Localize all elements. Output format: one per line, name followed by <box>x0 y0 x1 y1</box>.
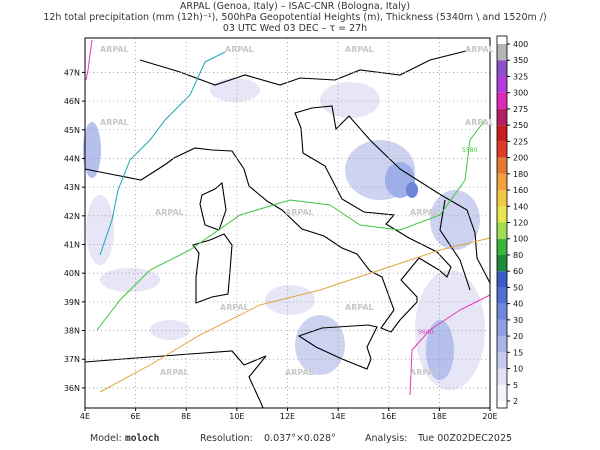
x-tick-label: 18E <box>432 412 447 421</box>
colorbar-label: 5 <box>513 381 518 390</box>
colorbar-label: 10 <box>513 365 523 374</box>
header-line: ARPAL (Genoa, Italy) – ISAC-CNR (Bologna… <box>180 1 410 12</box>
header-line: 03 UTC Wed 03 DEC – τ = 27h <box>223 23 367 34</box>
watermark: ARPAL <box>465 118 494 127</box>
colorbar-band <box>497 108 507 126</box>
y-tick-label: 38N <box>64 327 80 336</box>
colorbar-band <box>497 384 507 401</box>
watermark: ARPAL <box>155 208 184 217</box>
watermark: ARPAL <box>410 368 439 377</box>
colorbar-band <box>497 190 507 207</box>
colorbar-label: 15 <box>513 348 523 357</box>
colorbar-band <box>497 206 507 223</box>
footer-value: moloch <box>125 433 159 444</box>
y-tick-label: 42N <box>64 212 80 221</box>
footer-label: Analysis: <box>365 433 407 444</box>
colorbar-label: 160 <box>513 186 528 195</box>
colorbar-label: 300 <box>513 89 528 98</box>
y-tick-label: 43N <box>64 183 80 192</box>
colorbar-label: 40 <box>513 300 523 309</box>
colorbar-band <box>497 238 507 255</box>
contour-label: 5580 <box>462 147 477 154</box>
colorbar-band <box>497 141 507 158</box>
colorbar-frame <box>496 35 508 409</box>
watermark: ARPAL <box>220 303 249 312</box>
footer: Model: moloch Resolution: 0.037°×0.028° … <box>90 433 512 444</box>
colorbar-label: 275 <box>513 105 528 114</box>
colorbar-label: 325 <box>513 72 528 81</box>
colorbar-label: 400 <box>513 40 528 49</box>
colorbar-label: 2 <box>513 397 518 406</box>
colorbar-band <box>497 271 507 288</box>
footer-value: 0.037°×0.028° <box>264 433 336 444</box>
watermark: ARPAL <box>100 118 129 127</box>
colorbar-label: 60 <box>513 267 523 276</box>
colorbar-label: 80 <box>513 251 523 260</box>
watermark: ARPAL <box>345 303 374 312</box>
colorbar-label: 140 <box>513 202 528 211</box>
colorbar-band <box>497 76 507 93</box>
coastlines <box>84 49 491 409</box>
colorbar-band <box>497 352 507 369</box>
y-tick-label: 40N <box>64 269 80 278</box>
y-tick-label: 37N <box>64 355 80 364</box>
y-tick-label: 46N <box>64 97 80 106</box>
y-tick-label: 47N <box>64 68 80 77</box>
colorbar-band <box>497 368 507 385</box>
colorbar-label: 100 <box>513 235 528 244</box>
colorbar-label: 250 <box>513 121 528 130</box>
watermark: ARPAL <box>160 368 189 377</box>
x-tick-label: 4E <box>80 412 90 421</box>
watermark: ARPAL <box>100 45 129 54</box>
y-tick-label: 39N <box>64 298 80 307</box>
colorbar-label: 225 <box>513 137 528 146</box>
colorbar-band <box>497 44 507 61</box>
x-tick-label: 20E <box>482 412 497 421</box>
x-tick-label: 6E <box>131 412 141 421</box>
watermark: ARPAL <box>410 208 439 217</box>
colorbar-label: 180 <box>513 170 528 179</box>
y-tick-label: 44N <box>64 154 80 163</box>
watermark: ARPAL <box>345 45 374 54</box>
colorbar-label: 350 <box>513 56 528 65</box>
x-tick-label: 8E <box>181 412 191 421</box>
colorbar-band <box>497 125 507 142</box>
colorbar-label: 120 <box>513 219 528 228</box>
watermark: ARPAL <box>225 45 254 54</box>
colorbar-label: 200 <box>513 154 528 163</box>
y-tick-label: 41N <box>64 241 80 250</box>
header-line: 12h total precipitation (mm (12h)⁻¹), 50… <box>43 12 546 23</box>
colorbar-band <box>497 60 507 77</box>
colorbar-band <box>497 319 507 337</box>
footer-label: Model: <box>90 433 122 444</box>
colorbar-label: 30 <box>513 316 523 325</box>
watermark: ARPAL <box>285 368 314 377</box>
colorbar-band <box>497 303 507 320</box>
contour-label: 5640 <box>418 329 433 336</box>
watermark: ARPAL <box>285 208 314 217</box>
colorbar-band <box>497 92 507 109</box>
x-tick-label: 12E <box>280 412 295 421</box>
y-tick-label: 45N <box>64 126 80 135</box>
colorbar-band <box>497 254 507 272</box>
watermark: ARPAL <box>465 45 494 54</box>
colorbar-band <box>497 157 507 174</box>
contours <box>85 39 491 396</box>
colorbar-label: 50 <box>513 283 523 292</box>
x-tick-label: 14E <box>331 412 346 421</box>
x-tick-label: 16E <box>381 412 396 421</box>
colorbar-band <box>497 336 507 353</box>
footer-label: Resolution: <box>200 433 253 444</box>
colorbar-band <box>497 287 507 304</box>
precipitation-field <box>83 78 485 390</box>
colorbar-band <box>497 173 507 191</box>
x-tick-label: 10E <box>229 412 244 421</box>
y-tick-label: 36N <box>64 384 80 393</box>
colorbar-label: 20 <box>513 332 523 341</box>
footer-value: Tue 00Z02DEC2025 <box>417 433 512 444</box>
colorbar-band <box>497 222 507 239</box>
